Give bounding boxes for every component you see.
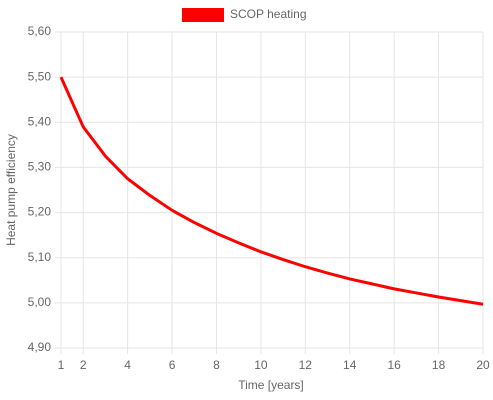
y-tick-label: 4,90 <box>28 340 52 354</box>
x-tick-label: 4 <box>124 358 131 372</box>
x-tick-label: 14 <box>343 358 357 372</box>
y-tick-label: 5,50 <box>28 69 52 83</box>
y-tick-label: 5,20 <box>28 205 52 219</box>
data-line <box>59 76 484 306</box>
x-axis-title: Time [years] <box>238 378 304 392</box>
y-axis-title: Heat pump efficiency <box>4 134 18 246</box>
x-tick-label: 10 <box>254 358 268 372</box>
x-tick-label: 2 <box>80 358 87 372</box>
x-tick-label: 18 <box>432 358 446 372</box>
legend-swatch <box>182 8 224 22</box>
y-tick-label: 5,10 <box>28 250 52 264</box>
x-tick-label: 16 <box>387 358 401 372</box>
y-tick-label: 5,00 <box>28 295 52 309</box>
legend-label: SCOP heating <box>230 7 307 21</box>
x-tick-label: 20 <box>476 358 490 372</box>
x-tick-label: 6 <box>169 358 176 372</box>
x-tick-label: 12 <box>299 358 313 372</box>
x-tick-label: 8 <box>213 358 220 372</box>
y-tick-label: 5,40 <box>28 114 52 128</box>
x-tick-label: 1 <box>58 358 65 372</box>
y-tick-label: 5,60 <box>28 24 52 38</box>
y-tick-label: 5,30 <box>28 160 52 174</box>
